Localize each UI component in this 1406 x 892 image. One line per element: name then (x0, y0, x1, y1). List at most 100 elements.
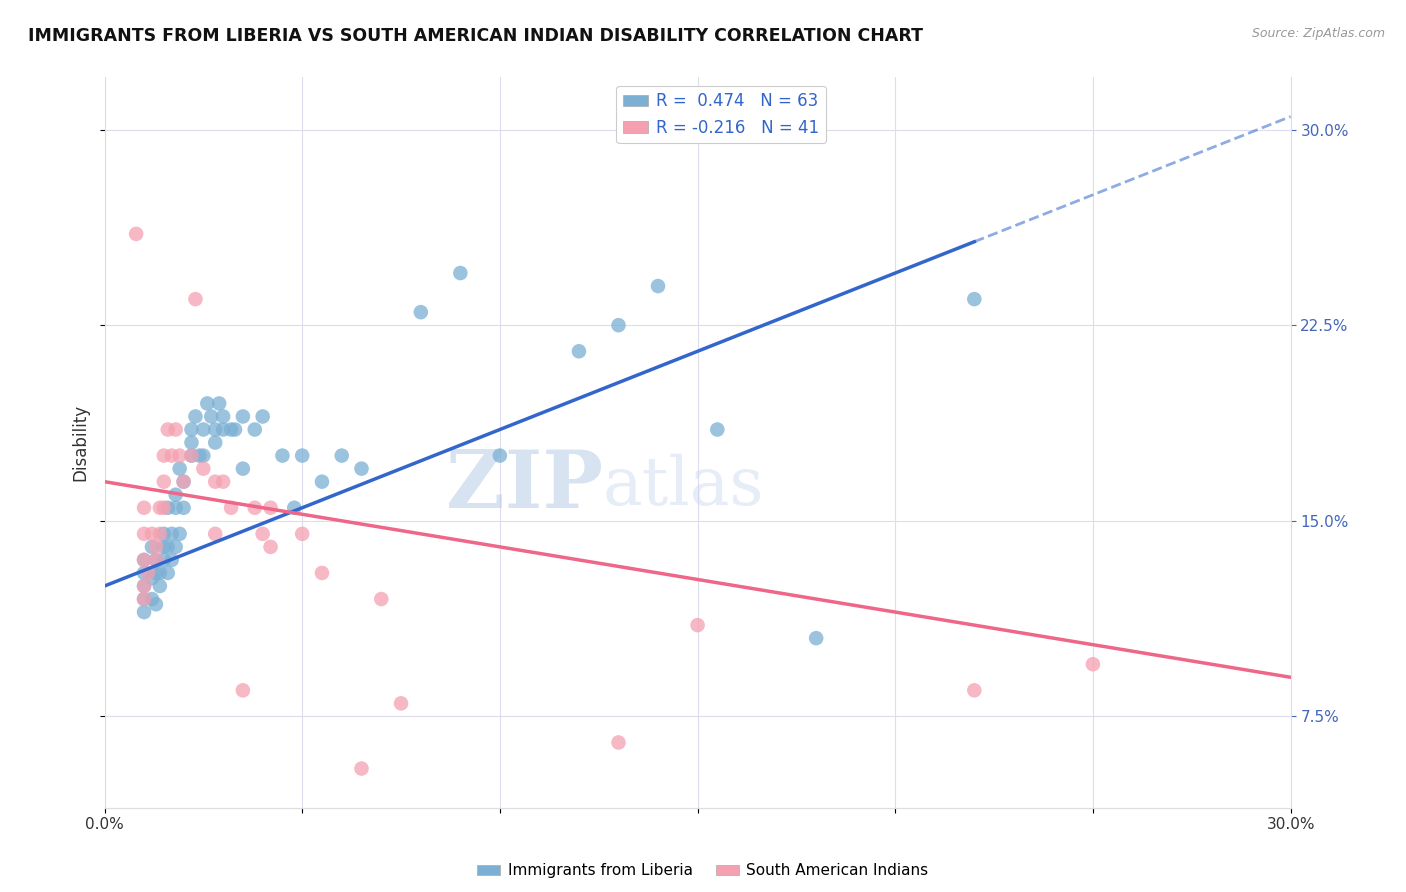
Point (173, 500, 195, 515)
Point (169, 461, 191, 475)
Point (141, 540, 163, 554)
Point (180, 423, 202, 437)
Point (291, 449, 314, 463)
Point (149, 526, 172, 541)
Point (165, 423, 187, 437)
Point (607, 735, 630, 749)
Point (212, 475, 235, 489)
Point (232, 409, 254, 424)
Point (180, 449, 202, 463)
Point (607, 318, 630, 333)
Point (370, 592, 392, 607)
Point (259, 540, 281, 554)
Point (136, 566, 159, 580)
Point (156, 566, 179, 580)
Point (173, 475, 195, 489)
Point (350, 461, 373, 475)
Point (149, 566, 172, 580)
Point (184, 409, 207, 424)
Point (169, 449, 191, 463)
Point (160, 449, 183, 463)
Point (141, 571, 163, 585)
Point (219, 500, 242, 515)
Point (193, 449, 215, 463)
Point (330, 449, 353, 463)
Point (145, 597, 167, 611)
Legend: Immigrants from Liberia, South American Indians: Immigrants from Liberia, South American … (471, 857, 935, 884)
Point (291, 526, 314, 541)
Point (180, 435, 202, 450)
Point (165, 488, 187, 502)
Text: IMMIGRANTS FROM LIBERIA VS SOUTH AMERICAN INDIAN DISABILITY CORRELATION CHART: IMMIGRANTS FROM LIBERIA VS SOUTH AMERICA… (28, 27, 924, 45)
Point (132, 605, 155, 619)
Point (132, 579, 155, 593)
Point (132, 579, 155, 593)
Point (804, 631, 827, 645)
Point (145, 540, 167, 554)
Point (252, 409, 274, 424)
Point (156, 500, 179, 515)
Point (219, 423, 242, 437)
Point (132, 553, 155, 567)
Point (449, 266, 471, 280)
Point (204, 423, 226, 437)
Point (350, 762, 373, 776)
Point (188, 449, 211, 463)
Point (160, 526, 183, 541)
Point (568, 344, 591, 359)
Point (132, 500, 155, 515)
Point (706, 423, 728, 437)
Point (180, 449, 202, 463)
Point (145, 553, 167, 567)
Point (145, 553, 167, 567)
Point (149, 500, 172, 515)
Point (132, 592, 155, 607)
Point (169, 526, 191, 541)
Point (184, 292, 207, 306)
Point (1081, 657, 1104, 672)
Legend: R =  0.474   N = 63, R = -0.216   N = 41: R = 0.474 N = 63, R = -0.216 N = 41 (616, 86, 827, 144)
Point (132, 553, 155, 567)
Point (271, 449, 294, 463)
Point (311, 566, 333, 580)
Point (141, 592, 163, 607)
Point (193, 461, 215, 475)
Point (132, 592, 155, 607)
Point (156, 540, 179, 554)
Point (409, 305, 432, 319)
Point (259, 500, 281, 515)
Point (153, 500, 176, 515)
Point (311, 475, 333, 489)
Point (224, 423, 246, 437)
Point (153, 553, 176, 567)
Point (165, 500, 187, 515)
Point (647, 279, 669, 293)
Point (141, 526, 163, 541)
Point (153, 449, 176, 463)
Point (243, 500, 266, 515)
Point (232, 683, 254, 698)
Point (165, 540, 187, 554)
Point (153, 540, 176, 554)
Point (195, 396, 218, 410)
Point (389, 697, 412, 711)
Point (204, 526, 226, 541)
Point (193, 423, 215, 437)
Point (200, 409, 222, 424)
Point (153, 526, 176, 541)
Point (145, 566, 167, 580)
Text: Source: ZipAtlas.com: Source: ZipAtlas.com (1251, 27, 1385, 40)
Point (212, 423, 235, 437)
Text: ZIP: ZIP (446, 448, 603, 525)
Point (156, 423, 179, 437)
Point (153, 475, 176, 489)
Point (252, 526, 274, 541)
Point (686, 618, 709, 632)
Point (125, 227, 148, 241)
Point (489, 449, 512, 463)
Point (204, 435, 226, 450)
Point (132, 526, 155, 541)
Point (149, 579, 172, 593)
Y-axis label: Disability: Disability (72, 404, 89, 481)
Point (963, 292, 986, 306)
